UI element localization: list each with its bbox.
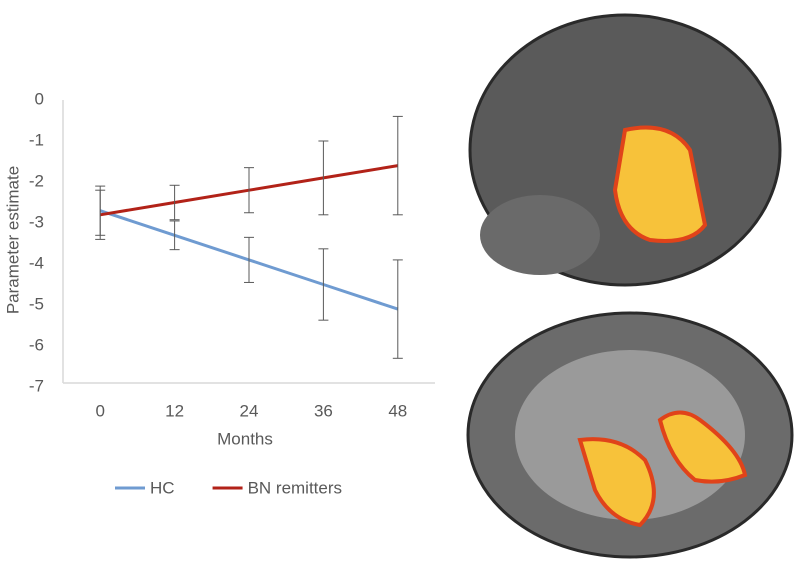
y-tick-label: -2 bbox=[29, 171, 44, 190]
y-tick-label: -4 bbox=[29, 253, 44, 272]
activation-blob bbox=[577, 437, 656, 528]
y-tick-label: -1 bbox=[29, 130, 44, 149]
x-tick-label: 36 bbox=[314, 401, 333, 420]
error-bar bbox=[318, 248, 329, 321]
x-tick-label: 24 bbox=[240, 401, 259, 420]
y-tick-label: 0 bbox=[35, 89, 44, 108]
cerebellum bbox=[480, 195, 600, 275]
y-tick-label: -3 bbox=[29, 212, 44, 231]
legend-label: BN remitters bbox=[248, 478, 342, 497]
x-tick-label: 48 bbox=[388, 401, 407, 420]
y-tick-label: -6 bbox=[29, 335, 44, 354]
brain-images bbox=[466, 13, 794, 559]
error-bar bbox=[318, 140, 329, 216]
x-tick-label: 12 bbox=[165, 401, 184, 420]
error-bar bbox=[95, 189, 106, 240]
x-axis-label: Months bbox=[217, 429, 273, 448]
error-bar bbox=[169, 184, 180, 221]
y-axis-label: Parameter estimate bbox=[3, 166, 22, 314]
y-tick-label: -7 bbox=[29, 376, 44, 395]
error-bar bbox=[392, 115, 403, 216]
error-bar bbox=[392, 259, 403, 359]
activation-blob bbox=[657, 410, 748, 484]
x-tick-label: 0 bbox=[95, 401, 104, 420]
error-bar bbox=[244, 236, 254, 283]
error-bar bbox=[169, 220, 180, 251]
y-tick-label: -5 bbox=[29, 294, 44, 313]
legend-label: HC bbox=[150, 478, 175, 497]
white-matter bbox=[515, 350, 745, 520]
error-bar bbox=[244, 167, 254, 214]
activation-blob bbox=[612, 125, 708, 243]
